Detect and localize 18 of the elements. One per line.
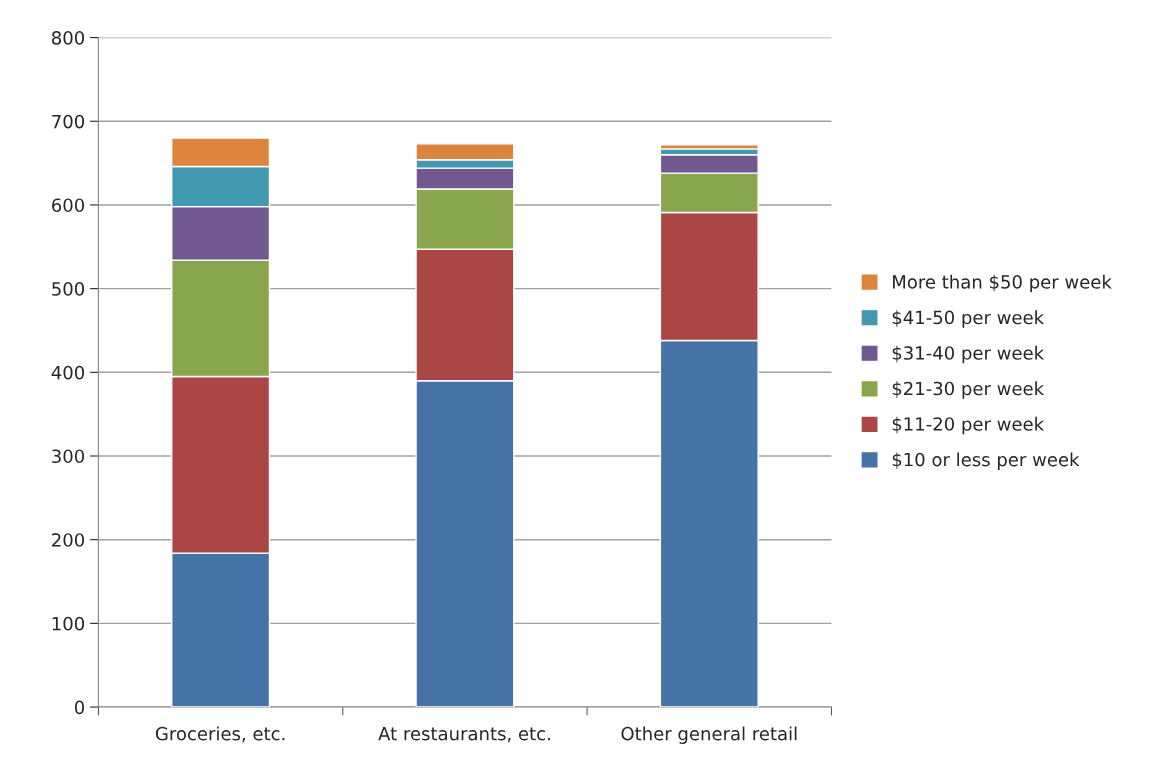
x-tick-label: Other general retail [621, 726, 797, 744]
y-tick-label: 700 [52, 114, 85, 129]
x-tick-label: Groceries, etc. [155, 726, 285, 743]
y-tick-label: 0 [74, 700, 85, 715]
legend-label: $31-40 per week [892, 345, 1045, 364]
legend-label: More than $50 per week [893, 274, 1112, 293]
legend-label: $10 or less per week [892, 452, 1080, 470]
legend-label: $11-20 per week [892, 416, 1045, 435]
y-tick-label: 500 [52, 282, 85, 296]
y-tick-label: 400 [51, 365, 85, 380]
y-tick-label: 200 [52, 533, 85, 547]
y-tick-label: 800 [52, 31, 85, 45]
y-tick-label: 600 [52, 198, 85, 213]
x-tick-label: At restaurants, etc. [378, 727, 550, 743]
y-tick-label: 300 [52, 449, 85, 464]
y-tick-label: 100 [52, 616, 85, 631]
legend-label: $21-30 per week [892, 381, 1045, 399]
legend-label: $41-50 per week [892, 310, 1045, 328]
